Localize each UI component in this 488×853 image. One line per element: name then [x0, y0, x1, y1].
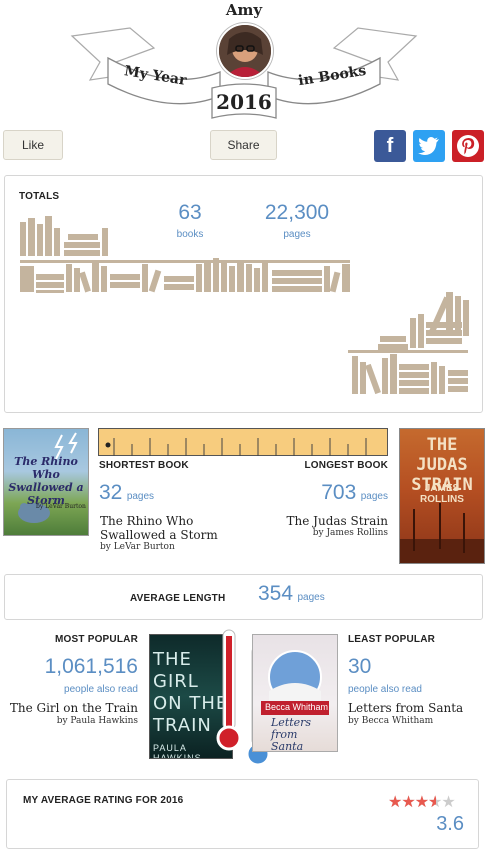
rating-heading: MY AVERAGE RATING FOR 2016 — [23, 795, 184, 806]
shortest-pages-count: 32 — [99, 481, 123, 504]
shortest-heading: SHORTEST BOOK — [99, 460, 189, 471]
ruler-graphic — [98, 428, 388, 456]
avatar — [217, 23, 273, 79]
least-popular-title[interactable]: Letters from Santa — [348, 701, 464, 715]
shortest-title[interactable]: The Rhino Who Swallowed a Storm — [100, 514, 218, 542]
user-name: Amy — [225, 1, 263, 19]
shortest-book-cover[interactable]: The Rhino Who Swallowed a Storm by LeVar… — [3, 428, 89, 536]
least-popular-count: 30 — [348, 655, 372, 678]
stars-filled: ★★★★★ — [388, 794, 437, 811]
books-label: books — [176, 229, 204, 240]
longest-cover-title: THE JUDAS STRAIN — [411, 435, 473, 495]
least-popular-cover-text: Letters from Santa — [271, 716, 312, 752]
most-popular-count: 1,061,516 — [44, 655, 138, 678]
pinterest-icon[interactable] — [452, 130, 484, 162]
stars-empty: ★★★★★ — [388, 794, 456, 811]
books-count: 63 — [178, 201, 202, 224]
average-heading: AVERAGE LENGTH — [130, 593, 226, 604]
most-popular-author: by Paula Hawkins — [56, 716, 138, 726]
most-popular-heading: MOST POPULAR — [55, 634, 138, 645]
twitter-icon[interactable] — [413, 130, 445, 162]
longest-title[interactable]: The Judas Strain — [286, 514, 389, 528]
longest-pages-count: 703 — [321, 481, 357, 504]
shortest-pages: 32 pages — [99, 481, 154, 505]
shortest-cover-text: The Rhino Who Swallowed a Storm — [8, 455, 84, 507]
least-popular-cover[interactable]: Becca Whitham Letters from Santa — [252, 634, 338, 752]
longest-cover-author: JAMES ROLLINS — [420, 483, 464, 505]
least-popular-label: people also read — [348, 684, 422, 695]
longest-pages: 703 pages — [268, 481, 388, 505]
least-popular-author: by Becca Whitham — [348, 716, 434, 726]
most-popular-label: people also read — [64, 684, 138, 695]
longest-heading: LONGEST BOOK — [304, 460, 388, 471]
average-value: 354 pages — [258, 582, 325, 606]
most-popular-title[interactable]: The Girl on the Train — [9, 701, 138, 715]
star-rating: ★★★★★ ★★★★★ — [388, 792, 468, 812]
average-pages-count: 354 — [258, 582, 294, 605]
rating-panel — [6, 779, 479, 849]
most-popular-cover-author: PAULA HAWKINS — [153, 743, 202, 759]
like-button[interactable]: Like — [3, 130, 63, 160]
ribbon-banner — [70, 27, 418, 119]
pages-label: pages — [283, 229, 311, 240]
shortest-cover-author: by LeVar Burton — [36, 503, 86, 510]
shortest-author: by LeVar Burton — [100, 542, 175, 552]
pages-count: 22,300 — [264, 201, 330, 224]
longest-book-cover[interactable]: THE JUDAS STRAIN JAMES ROLLINS — [399, 428, 485, 564]
totals-heading: TOTALS — [19, 191, 60, 202]
most-popular-cover-text: THE GIRL ON THE TRAIN — [153, 649, 229, 736]
rating-value: 3.6 — [436, 813, 464, 835]
average-pages-label: pages — [297, 592, 325, 603]
shortest-pages-label: pages — [126, 491, 155, 502]
longest-pages-label: pages — [360, 491, 388, 502]
book-stack-graphic — [20, 216, 469, 395]
least-popular-cover-author: Becca Whitham — [265, 702, 329, 712]
least-popular-heading: LEAST POPULAR — [348, 634, 436, 645]
year-label: 2016 — [216, 90, 272, 114]
longest-author: by James Rollins — [312, 528, 388, 538]
share-button[interactable]: Share — [210, 130, 277, 160]
facebook-icon[interactable]: f — [374, 130, 406, 162]
average-panel — [4, 574, 483, 620]
